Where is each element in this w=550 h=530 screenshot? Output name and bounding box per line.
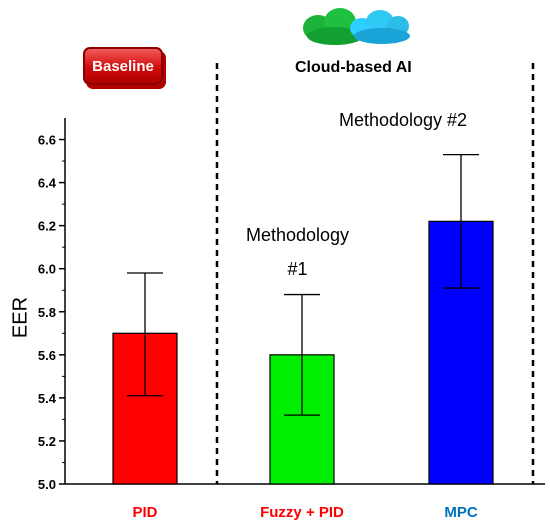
y-tick-label: 5.2: [38, 434, 56, 449]
y-tick-label: 6.0: [38, 262, 56, 277]
methodology-1-annotation: Methodology #1: [240, 218, 355, 286]
cloud-based-ai-label: Cloud-based AI: [295, 59, 412, 76]
x-tick-label: MPC: [444, 504, 478, 521]
baseline-badge: Baseline: [83, 47, 163, 85]
cloud-icon: [303, 8, 410, 45]
y-tick-label: 6.6: [38, 133, 56, 148]
x-tick-label: Fuzzy + PID: [260, 504, 344, 521]
y-tick-label: 5.4: [38, 391, 57, 406]
y-tick-label: 5.8: [38, 305, 56, 320]
y-tick-label: 5.0: [38, 477, 56, 492]
y-tick-label: 6.2: [38, 219, 56, 234]
methodology-2-annotation: Methodology #2: [338, 110, 468, 130]
methodology-1-line2: #1: [287, 259, 308, 279]
y-axis-label: EER: [9, 296, 32, 339]
y-tick-label: 6.4: [38, 176, 57, 191]
methodology-1-line1: Methodology: [245, 225, 350, 245]
y-tick-label: 5.6: [38, 348, 56, 363]
x-tick-label: PID: [132, 504, 157, 521]
